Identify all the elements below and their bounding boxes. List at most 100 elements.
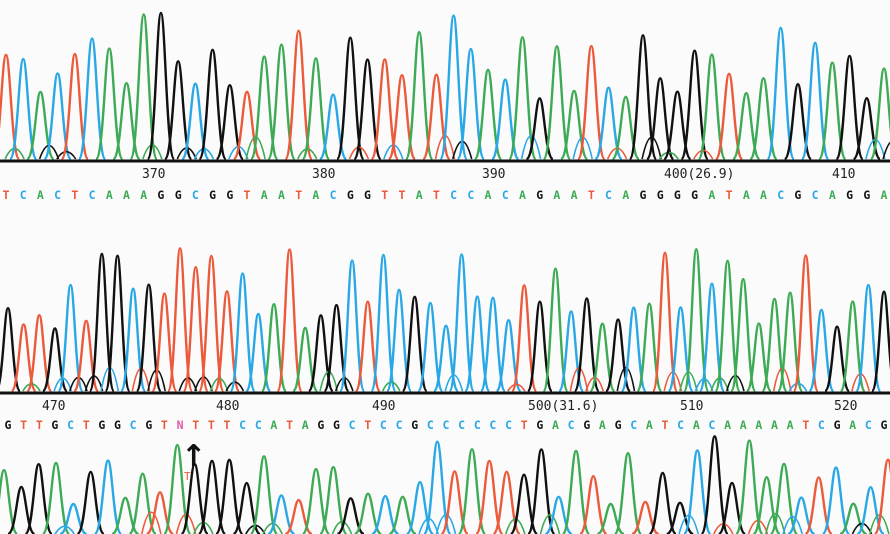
trace-peak [128, 472, 158, 534]
trace-peak [714, 259, 741, 393]
trace-peak [576, 44, 606, 161]
base-call: G [863, 188, 870, 202]
trace-peak [870, 290, 890, 393]
base-call: A [553, 188, 560, 202]
trace-peak [77, 37, 107, 161]
base-call: G [333, 418, 340, 432]
trace-peak [729, 277, 757, 393]
base-call: T [381, 188, 388, 202]
trace-peak [448, 253, 475, 393]
trace-peak [0, 53, 21, 161]
base-call: A [278, 188, 285, 202]
trace-peak [335, 36, 365, 161]
position-label: 500(31.6) [528, 399, 598, 414]
trace-noise [507, 383, 526, 392]
base-call: G [5, 418, 12, 432]
trace-peak [94, 47, 124, 161]
trace-peak [835, 54, 865, 161]
trace-peak [700, 435, 730, 534]
base-call: G [317, 418, 324, 432]
base-call: T [161, 418, 168, 432]
position-label: 520 [834, 399, 857, 414]
position-labels-row-2: 470 480 490 500(31.6) 510 520 [42, 399, 857, 414]
base-call: T [20, 418, 27, 432]
trace-peak [776, 291, 804, 393]
trace-peak [8, 57, 38, 161]
trace-peak [492, 470, 522, 534]
trace-peak [388, 495, 417, 534]
trace-peak [0, 468, 19, 534]
base-call: C [349, 418, 356, 432]
base-call: G [536, 418, 543, 432]
trace-noise [435, 513, 457, 534]
trace-noise [539, 514, 561, 534]
base-call: C [239, 418, 246, 432]
base-call: T [433, 188, 440, 202]
trace-peak [542, 267, 569, 393]
trace-peak [769, 462, 799, 534]
trace-peak [526, 300, 554, 393]
base-call: G [51, 418, 58, 432]
base-call: C [568, 418, 575, 432]
trace-peak [370, 253, 397, 393]
trace-peak [284, 29, 314, 161]
base-call: T [295, 188, 302, 202]
base-call: A [740, 418, 747, 432]
base-call: T [224, 418, 231, 432]
base-call: A [416, 188, 423, 202]
trace-peak [578, 474, 608, 534]
base-call: T [83, 418, 90, 432]
base-call: C [450, 188, 457, 202]
base-call: G [175, 188, 182, 202]
trace-peak [457, 448, 487, 534]
base-call: A [755, 418, 762, 432]
trace-peak [163, 60, 193, 161]
base-call: C [192, 188, 199, 202]
trace-peak [318, 465, 348, 534]
trace-peak [800, 41, 830, 161]
trace-peak [24, 462, 54, 534]
base-call: C [505, 418, 512, 432]
trace-peak [0, 307, 22, 393]
trace-peak [439, 14, 469, 161]
position-label: 470 [42, 399, 65, 414]
base-call: A [693, 418, 700, 432]
trace-peak [401, 295, 428, 393]
trace-noise [225, 381, 245, 392]
base-call: T [588, 188, 595, 202]
base-call: C [677, 418, 684, 432]
base-call: T [521, 418, 528, 432]
base-call: A [881, 188, 888, 202]
base-call: A [312, 188, 319, 202]
trace-peak [197, 459, 227, 534]
base-call: G [98, 418, 105, 432]
trace-peak [869, 67, 890, 161]
base-call: C [467, 188, 474, 202]
base-call: A [485, 188, 492, 202]
position-label: 400(26.9) [664, 167, 734, 182]
trace-peak [93, 459, 123, 534]
base-call: T [3, 188, 10, 202]
base-call: A [519, 188, 526, 202]
base-call: C [443, 418, 450, 432]
base-call: T [286, 418, 293, 432]
trace-peak [267, 494, 296, 534]
trace-peak [680, 49, 710, 161]
trace-noise [56, 150, 77, 160]
base-call: C [605, 188, 612, 202]
trace-peak [249, 455, 279, 534]
trace-peak [41, 461, 71, 534]
base-call: A [622, 188, 629, 202]
base-call: T [726, 188, 733, 202]
trace-noise [765, 512, 786, 534]
base-call: G [834, 418, 841, 432]
base-call: C [130, 418, 137, 432]
trace-peak [214, 458, 244, 534]
trace-peak [628, 34, 658, 161]
trace-row-1 [0, 11, 890, 161]
trace-peak [104, 254, 131, 393]
base-call: A [646, 418, 653, 432]
base-call: G [794, 188, 801, 202]
